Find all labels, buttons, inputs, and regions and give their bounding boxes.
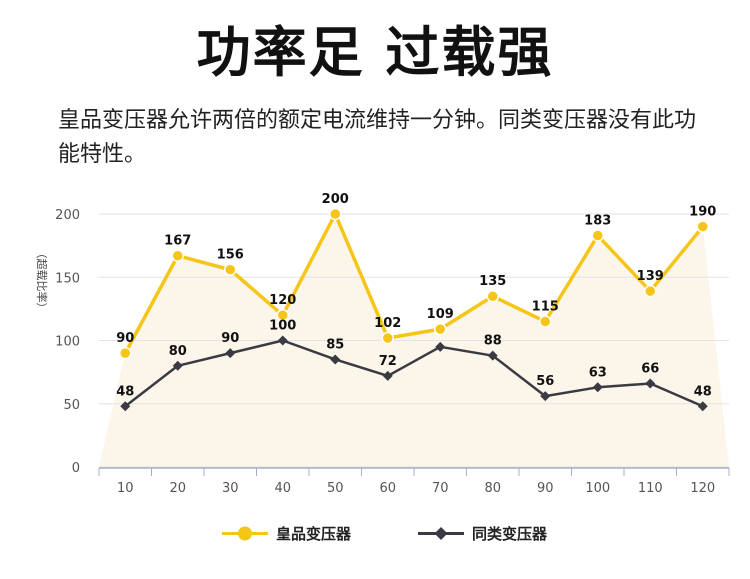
series-layer xyxy=(119,207,709,412)
data-label: 66 xyxy=(641,362,659,377)
page-title: 功率足 过载强 xyxy=(196,21,554,84)
legend-label: 同类变压器 xyxy=(472,524,548,543)
data-point xyxy=(276,308,289,322)
data-label: 102 xyxy=(374,316,401,331)
data-label: 100 xyxy=(269,319,296,334)
data-point xyxy=(171,249,184,262)
data-label: 72 xyxy=(379,354,397,369)
y-axis-label: （超载比率） xyxy=(35,248,49,314)
data-point xyxy=(330,354,341,365)
axis-layer: 0 50 100 150 200 （超载比率） 10 20 30 40 50 60 70 80 90 100 1… xyxy=(35,208,730,496)
data-label: 80 xyxy=(169,344,187,359)
data-label: 156 xyxy=(217,248,244,263)
data-point xyxy=(382,370,393,381)
y-tick-label: 200 xyxy=(55,208,80,223)
data-label: 115 xyxy=(532,300,559,315)
legend-swatch-circle-icon xyxy=(222,522,268,544)
legend-item-series-0[interactable]: 皇品变压器 xyxy=(222,522,351,544)
x-tick-label: 50 xyxy=(327,481,344,496)
x-tick-label: 110 xyxy=(638,481,663,496)
data-point xyxy=(591,229,604,242)
legend-item-series-1[interactable]: 同类变压器 xyxy=(418,522,547,544)
x-tick-label: 70 xyxy=(432,481,449,496)
data-label: 135 xyxy=(479,274,506,289)
y-tick-label: 0 xyxy=(72,461,80,476)
x-tick-label: 10 xyxy=(117,481,134,496)
data-label: 63 xyxy=(589,365,607,380)
x-tick-label: 90 xyxy=(537,481,554,496)
data-point xyxy=(539,315,552,328)
data-label: 56 xyxy=(536,374,554,389)
x-tick-label: 40 xyxy=(274,481,291,496)
data-point xyxy=(486,289,499,303)
data-point xyxy=(224,263,237,276)
data-label: 48 xyxy=(694,384,712,399)
data-label: 183 xyxy=(584,214,611,229)
data-label: 109 xyxy=(427,307,454,322)
series-line xyxy=(123,212,705,354)
x-tick-label: 20 xyxy=(169,481,186,496)
legend-swatch-diamond-icon xyxy=(418,522,464,544)
data-point xyxy=(487,350,498,361)
data-point xyxy=(381,331,394,345)
data-label: 167 xyxy=(164,234,191,249)
data-label: 190 xyxy=(689,205,716,220)
data-point xyxy=(435,341,446,352)
data-point xyxy=(120,401,131,412)
data-point xyxy=(225,348,236,359)
data-point xyxy=(119,346,132,360)
x-tick-label: 120 xyxy=(690,481,715,496)
data-point xyxy=(172,360,183,371)
y-tick-label: 150 xyxy=(55,271,80,286)
data-label: 200 xyxy=(322,192,349,207)
data-label-layer: 90 167 156 120 200 102 109 135 115 183 139 190 48 80 9… xyxy=(116,192,716,399)
data-point xyxy=(592,382,603,393)
data-label: 90 xyxy=(116,331,134,346)
legend-label: 皇品变压器 xyxy=(276,524,352,543)
x-tick-label: 30 xyxy=(222,481,239,496)
series-line xyxy=(124,339,704,408)
x-tick-label: 80 xyxy=(484,481,501,496)
data-point xyxy=(329,207,342,221)
data-label: 85 xyxy=(326,337,344,352)
data-point xyxy=(697,401,708,412)
data-point xyxy=(434,322,447,336)
description-text: 皇品变压器允许两倍的额定电流维持一分钟。同类变压器没有此功能特性。 xyxy=(58,108,697,167)
x-tick-label: 100 xyxy=(585,481,610,496)
data-point xyxy=(277,335,288,346)
data-point xyxy=(540,391,551,402)
data-label: 88 xyxy=(484,334,502,349)
data-point xyxy=(696,220,709,233)
data-point xyxy=(644,284,657,298)
y-tick-label: 100 xyxy=(55,335,80,350)
data-label: 48 xyxy=(116,384,134,399)
y-tick-label: 50 xyxy=(63,398,80,413)
data-point xyxy=(645,378,656,389)
data-label: 90 xyxy=(221,331,239,346)
x-tick-label: 60 xyxy=(379,481,396,496)
grid-layer xyxy=(99,213,729,468)
data-label: 120 xyxy=(269,293,296,308)
data-label: 139 xyxy=(637,269,664,284)
